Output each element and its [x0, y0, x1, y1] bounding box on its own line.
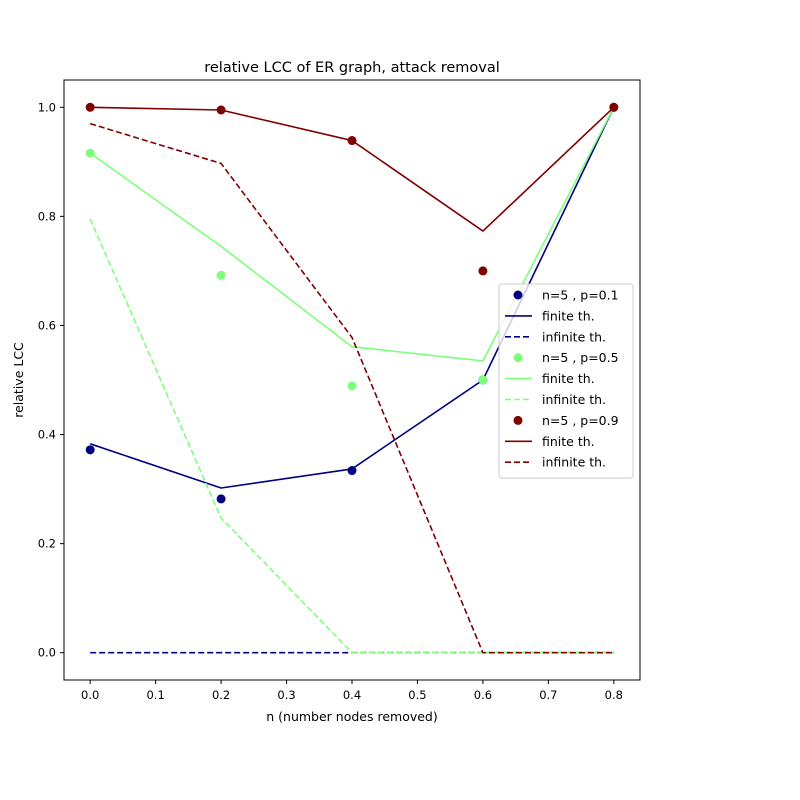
legend-label: finite th.: [542, 308, 595, 323]
legend-label: n=5 , p=0.5: [542, 350, 619, 365]
legend-marker: [513, 415, 523, 425]
series-line-8-infinite-th: [89, 122, 614, 654]
series-markers: [85, 102, 619, 504]
x-tick-label: 0.8: [605, 688, 623, 702]
y-tick-label: 0.0: [38, 646, 56, 660]
legend-entry: n=5 , p=0.1: [513, 288, 619, 303]
data-point-s0-0: [85, 445, 95, 455]
legend-entry: finite th.: [505, 308, 595, 323]
y-tick-label: 1.0: [38, 100, 56, 114]
data-point-s3-1: [216, 270, 226, 280]
y-tick-label: 0.6: [38, 318, 56, 332]
x-tick-label: 0.7: [539, 688, 557, 702]
data-point-s6-3: [478, 266, 488, 276]
legend-marker: [513, 353, 523, 363]
legend-label: infinite th.: [542, 455, 606, 470]
data-point-s3-3: [478, 375, 488, 385]
data-point-s6-2: [347, 136, 357, 146]
legend-entry: finite th.: [505, 434, 595, 449]
legend-label: infinite th.: [542, 392, 606, 407]
y-tick-label: 0.4: [38, 428, 56, 442]
x-tick-label: 0.6: [474, 688, 492, 702]
y-axis-label: relative LCC: [11, 342, 26, 418]
data-point-s6-1: [216, 105, 226, 115]
legend-entry: infinite th.: [505, 392, 606, 407]
x-tick-label: 0.3: [277, 688, 295, 702]
legend-box: [498, 283, 634, 479]
y-tick-label: 0.2: [38, 537, 56, 551]
data-point-s0-1: [216, 494, 226, 504]
x-tick-label: 0.1: [146, 688, 164, 702]
series-line-4-finite-th: [89, 106, 615, 362]
data-point-s6-4: [609, 102, 619, 112]
x-tick-label: 0.2: [212, 688, 230, 702]
legend: n=5 , p=0.1 finite th. infinite th. n=5 , p…: [498, 283, 634, 479]
y-axis: 0.0 0.2 0.4 0.6 0.8 1.0: [38, 100, 64, 660]
legend-label: infinite th.: [542, 329, 606, 344]
legend-entry: finite th.: [505, 371, 595, 386]
x-axis-label: n (number nodes removed): [266, 709, 438, 724]
x-axis: 0.0 0.1 0.2 0.3 0.4 0.5 0.6 0.7 0.8: [81, 680, 623, 702]
legend-entry: n=5 , p=0.9: [513, 413, 619, 428]
legend-entry: infinite th.: [505, 329, 606, 344]
legend-entry: infinite th.: [505, 455, 606, 470]
plot-area: [63, 79, 641, 681]
data-point-s0-2: [347, 466, 357, 476]
y-tick-label: 0.8: [38, 209, 56, 223]
chart-title: relative LCC of ER graph, attack removal: [204, 60, 500, 76]
legend-label: n=5 , p=0.9: [542, 413, 619, 428]
legend-entry: n=5 , p=0.5: [513, 350, 619, 365]
legend-marker: [513, 290, 523, 300]
legend-label: n=5 , p=0.1: [542, 288, 619, 303]
legend-label: finite th.: [542, 371, 595, 386]
x-tick-label: 0.4: [343, 688, 361, 702]
data-point-s3-0: [85, 148, 95, 158]
x-tick-label: 0.0: [81, 688, 99, 702]
x-tick-label: 0.5: [408, 688, 426, 702]
data-point-s3-2: [347, 381, 357, 391]
legend-label: finite th.: [542, 434, 595, 449]
data-point-s6-0: [85, 102, 95, 112]
